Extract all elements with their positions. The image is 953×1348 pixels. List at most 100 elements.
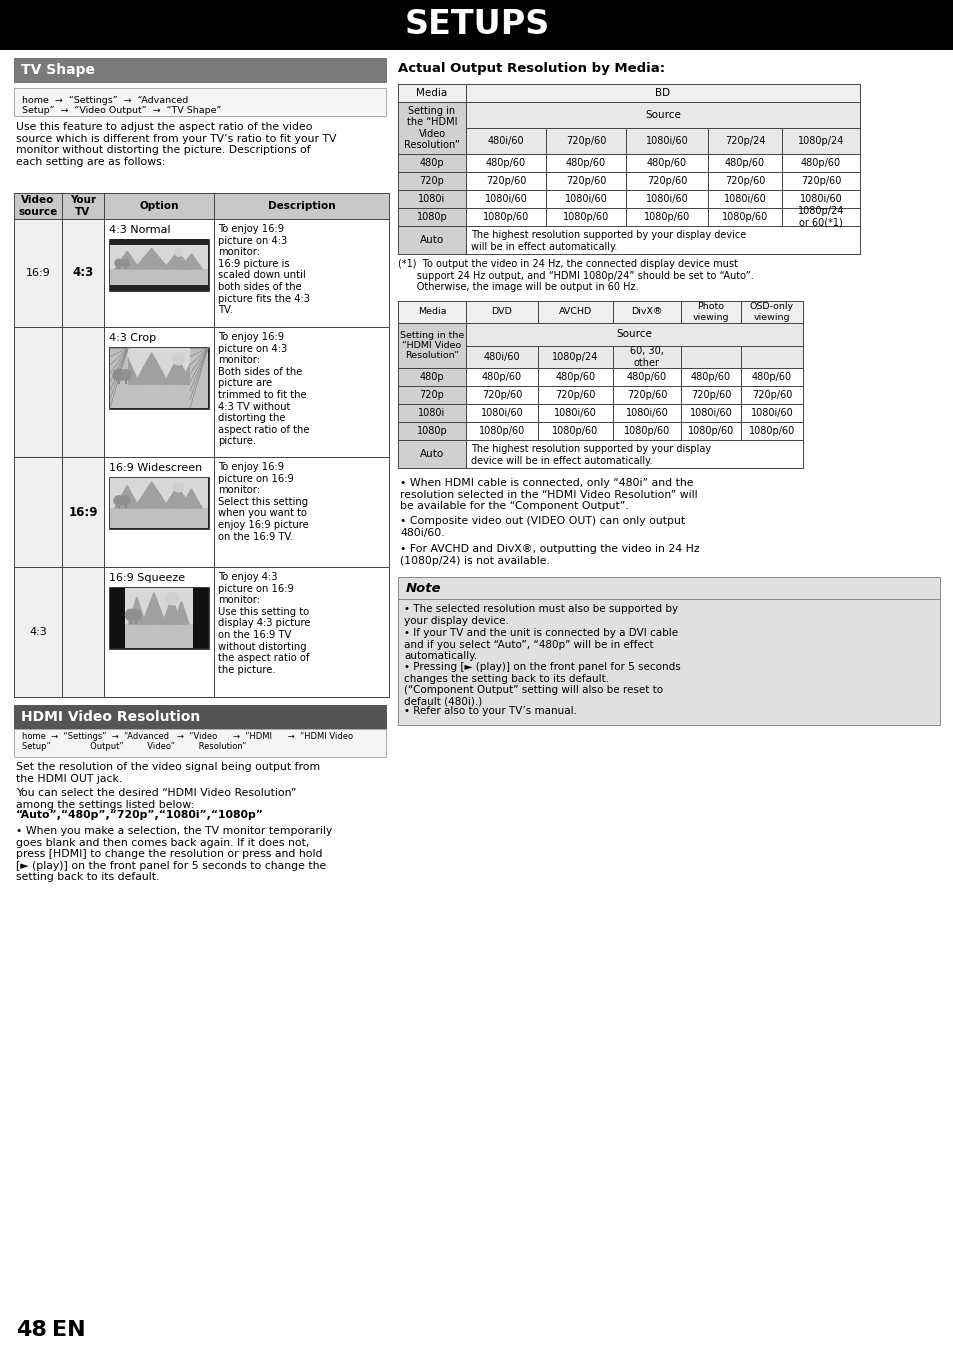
Text: • For AVCHD and DivX®, outputting the video in 24 Hz
(1080p/24) is not available: • For AVCHD and DivX®, outputting the vi…	[399, 545, 699, 566]
Bar	[781, 128, 859, 154]
Text: 1080i/60: 1080i/60	[625, 408, 668, 418]
Polygon shape	[114, 357, 139, 384]
Bar	[109, 477, 209, 528]
Text: 1080p/24
or 60(*1): 1080p/24 or 60(*1)	[797, 206, 843, 228]
Bar	[740, 301, 802, 324]
Text: 720p/60: 720p/60	[485, 177, 526, 186]
Bar	[397, 84, 465, 102]
Bar	[110, 245, 208, 284]
Text: 720p/60: 720p/60	[724, 177, 764, 186]
Polygon shape	[114, 485, 139, 508]
Bar	[14, 568, 62, 697]
Bar	[110, 284, 208, 291]
Text: 1080p/24: 1080p/24	[797, 136, 843, 146]
Text: 48: 48	[16, 1320, 47, 1340]
Text: 1080i/60: 1080i/60	[750, 408, 793, 418]
Text: 1080i/60: 1080i/60	[554, 408, 597, 418]
Text: 1080i/60: 1080i/60	[645, 136, 688, 146]
Text: 1080i/60: 1080i/60	[480, 408, 523, 418]
Text: OSD-only
viewing: OSD-only viewing	[749, 302, 793, 322]
Bar	[14, 58, 386, 82]
Bar	[110, 239, 208, 245]
Bar	[707, 154, 781, 173]
Bar	[545, 154, 625, 173]
Text: SETUPS: SETUPS	[404, 8, 549, 42]
Text: Set the resolution of the video signal being output from
the HDMI OUT jack.: Set the resolution of the video signal b…	[16, 762, 320, 783]
Bar	[707, 128, 781, 154]
Text: Source: Source	[644, 111, 680, 120]
Bar	[613, 301, 680, 324]
Bar	[537, 345, 613, 368]
Text: home  →  “Settings”  →  “Advanced   →  “Video      →  “HDMI      →  “HDMI Video
: home → “Settings” → “Advanced → “Video →…	[22, 732, 353, 751]
Bar	[537, 422, 613, 439]
Bar	[213, 218, 389, 328]
Text: 1080p/60: 1080p/60	[478, 426, 524, 435]
Text: 720p/60: 720p/60	[646, 177, 686, 186]
Text: 1080i/60: 1080i/60	[723, 194, 765, 204]
Text: 16:9 Widescreen: 16:9 Widescreen	[109, 462, 202, 473]
Text: • Composite video out (VIDEO OUT) can only output
480i/60.: • Composite video out (VIDEO OUT) can on…	[399, 516, 684, 538]
Text: To enjoy 16:9
picture on 4:3
monitor:
Both sides of the
picture are
trimmed to f: To enjoy 16:9 picture on 4:3 monitor: Bo…	[218, 332, 309, 446]
Text: 480i/60: 480i/60	[483, 352, 519, 361]
Circle shape	[112, 369, 124, 380]
Circle shape	[125, 609, 136, 620]
Bar	[118, 375, 119, 384]
Bar	[62, 193, 104, 218]
Text: • The selected resolution must also be supported by
your display device.: • The selected resolution must also be s…	[403, 604, 678, 625]
Text: 720p/60: 720p/60	[690, 390, 730, 400]
Text: 480p: 480p	[419, 372, 444, 381]
Bar	[707, 190, 781, 208]
Polygon shape	[129, 597, 145, 624]
Circle shape	[131, 609, 141, 620]
Bar	[110, 479, 208, 506]
Bar	[781, 190, 859, 208]
Bar	[625, 154, 707, 173]
Bar	[537, 368, 613, 386]
Text: Option: Option	[139, 201, 178, 212]
Bar	[213, 328, 389, 457]
Text: Video
source: Video source	[18, 195, 57, 217]
Bar	[14, 88, 386, 116]
Bar	[707, 173, 781, 190]
Bar	[740, 345, 802, 368]
Text: 4:3 Normal: 4:3 Normal	[109, 225, 171, 235]
Text: Description: Description	[268, 201, 335, 212]
Bar	[14, 328, 62, 457]
Bar	[104, 193, 213, 218]
Bar	[131, 615, 132, 624]
Bar	[110, 384, 208, 408]
Bar	[613, 345, 680, 368]
Bar	[397, 404, 465, 422]
Text: BD: BD	[655, 88, 670, 98]
Text: The highest resolution supported by your display device
will be in effect automa: The highest resolution supported by your…	[471, 231, 745, 252]
Bar	[397, 577, 939, 725]
Text: Actual Output Resolution by Media:: Actual Output Resolution by Media:	[397, 62, 664, 75]
Text: Auto: Auto	[419, 449, 444, 460]
Text: 480p/60: 480p/60	[690, 372, 730, 381]
Bar	[465, 102, 859, 128]
Polygon shape	[164, 252, 192, 270]
Bar	[625, 208, 707, 226]
Text: Auto: Auto	[419, 235, 444, 245]
Bar	[465, 404, 537, 422]
Bar	[397, 368, 465, 386]
Text: 16:9: 16:9	[26, 268, 51, 278]
Text: 1080p/60: 1080p/60	[748, 426, 794, 435]
Bar	[781, 208, 859, 226]
Bar	[14, 457, 62, 568]
Bar	[118, 263, 119, 270]
Text: 720p/60: 720p/60	[481, 390, 521, 400]
Bar	[62, 328, 104, 457]
Bar	[14, 218, 62, 328]
Text: 720p/60: 720p/60	[626, 390, 666, 400]
Bar	[213, 193, 389, 218]
Polygon shape	[180, 489, 202, 508]
Bar	[680, 404, 740, 422]
Text: 1080i: 1080i	[418, 194, 445, 204]
Text: 1080p/24: 1080p/24	[552, 352, 598, 361]
Bar	[62, 218, 104, 328]
Circle shape	[167, 593, 178, 605]
Bar	[104, 328, 213, 457]
Bar	[465, 226, 859, 253]
Bar	[110, 270, 208, 284]
